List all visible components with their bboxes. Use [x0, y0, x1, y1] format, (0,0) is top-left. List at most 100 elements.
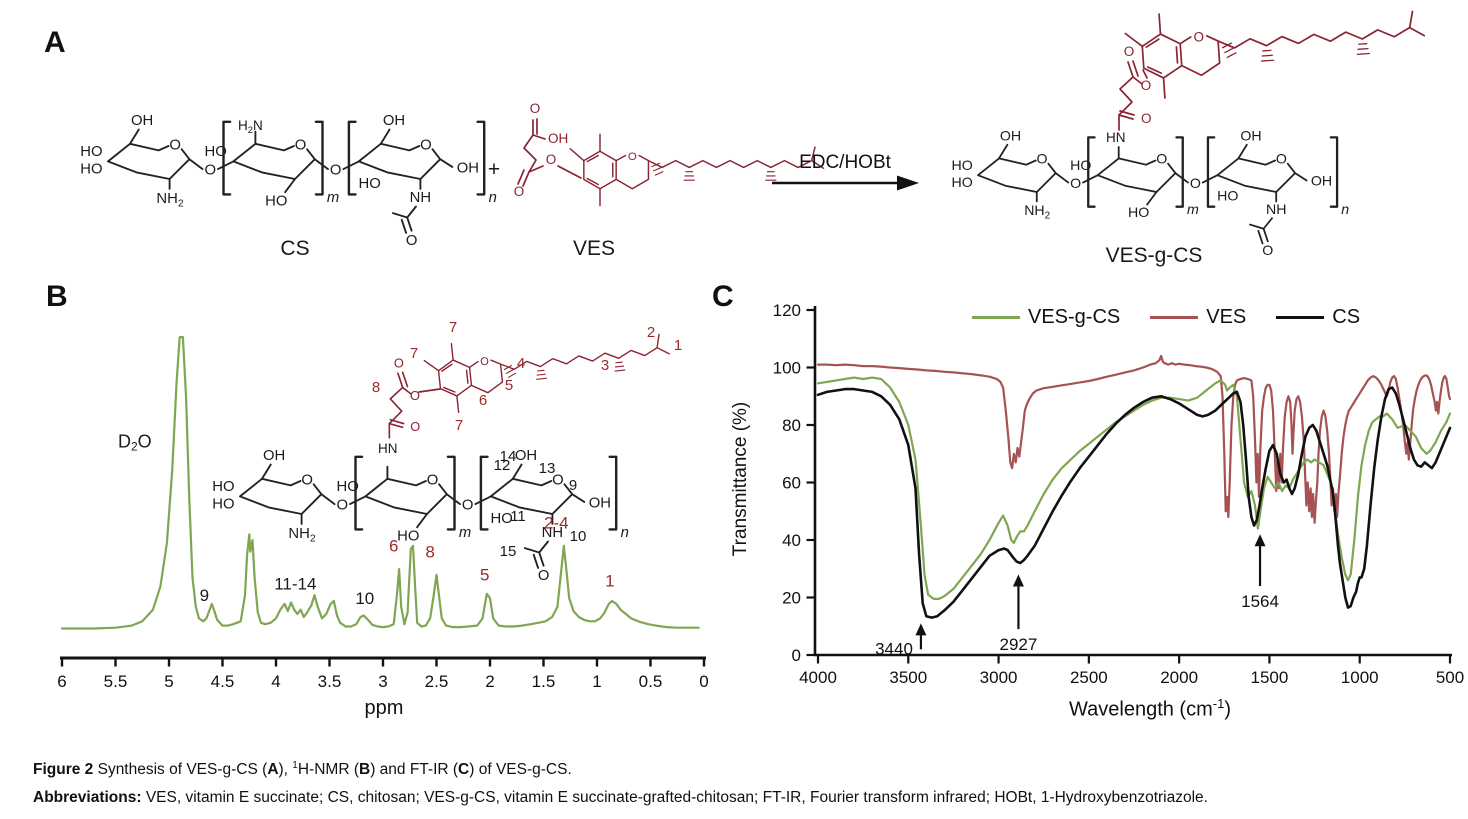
- nmr-peak-label: 9: [200, 586, 209, 605]
- nmr-x-axis-label: ppm: [365, 697, 404, 719]
- ftir-x-tick-label: 1500: [1251, 668, 1289, 687]
- nmr-assignment-number: 5: [505, 377, 513, 394]
- nmr-peak-label: 1: [605, 572, 614, 591]
- nmr-assignment-number: 6: [479, 392, 487, 409]
- plus-sign: +: [488, 158, 500, 181]
- nmr-peak-label: 5: [480, 566, 489, 585]
- nmr-assignment-number: 7: [455, 417, 463, 434]
- arrow-head: [897, 175, 919, 191]
- legend-swatch-cs: [1276, 316, 1325, 319]
- nmr-assignment-number: 4: [517, 355, 525, 372]
- panel-letter-a: A: [44, 26, 66, 59]
- reaction-arrow: EDC/HOBt: [772, 152, 919, 191]
- annotation-arrow-head: [1012, 574, 1024, 587]
- nmr-chart: 6 5.5 5 4.5 4 3.5 3 2.5 2 1.5 1 0.5 0 ppm D2O 9 11-14 10 6…: [57, 336, 709, 719]
- ftir-x-tick-label: 1000: [1341, 668, 1379, 687]
- ftir-legend: VES-g-CS VES CS: [972, 306, 1360, 329]
- legend-item-ves: VES: [1150, 306, 1246, 329]
- nmr-tick-label: 4: [271, 672, 280, 691]
- legend-label: CS: [1332, 306, 1361, 328]
- nmr-assignment-number: 14: [500, 448, 517, 465]
- acid-oxygen-label: O: [530, 101, 541, 116]
- ftir-curve-ves-g-cs: [816, 376, 1452, 600]
- nmr-peak-label: 6: [389, 537, 398, 556]
- nmr-assignment-number: 8: [372, 379, 380, 396]
- reagent-label: EDC/HOBt: [799, 152, 892, 173]
- product-label: VES-g-CS: [1106, 244, 1203, 267]
- nmr-tick-label: 3: [378, 672, 387, 691]
- cs-label: CS: [280, 237, 309, 260]
- annotation-label: 1564: [1241, 592, 1279, 611]
- panel-letter-b: B: [46, 280, 68, 313]
- ftir-y-tick-label: 120: [773, 301, 801, 320]
- nmr-peak-label: D2O: [118, 431, 152, 453]
- nmr-tick-label: 4.5: [211, 672, 235, 691]
- ftir-y-axis-title: Transmittance (%): [730, 401, 751, 557]
- nmr-assignment-number: 15: [500, 543, 517, 560]
- nmr-assignment-number: 2: [647, 324, 655, 341]
- legend-swatch-ves: [1150, 316, 1199, 319]
- nmr-assignment-number: 7: [410, 345, 418, 362]
- nmr-peak-label: 10: [355, 589, 374, 608]
- annotation-arrow-head: [915, 623, 927, 636]
- legend-item-cs: CS: [1276, 306, 1360, 329]
- legend-label: VES-g-CS: [1028, 306, 1121, 328]
- nmr-peak-label: 11-14: [274, 574, 316, 593]
- nmr-tick-label: 5.5: [104, 672, 128, 691]
- ftir-x-tick-label: 4000: [799, 668, 837, 687]
- nmr-tick-label: 1.5: [532, 672, 556, 691]
- nmr-tick-label: 2: [485, 672, 494, 691]
- amide-label: HN: [378, 441, 398, 456]
- annotation-label: 2927: [1000, 635, 1038, 654]
- ves-structure: O OH O O: [514, 101, 825, 207]
- nmr-assignment-number: 1: [674, 337, 682, 354]
- amine-label: H2N: [238, 118, 263, 136]
- acid-hydroxyl-label: OH: [548, 131, 568, 146]
- nmr-tick-label: 5: [164, 672, 173, 691]
- caption-line-1: Figure 2 Synthesis of VES-g-CS (A), 1H-N…: [33, 760, 572, 779]
- ftir-x-tick-label: 2000: [1160, 668, 1198, 687]
- legend-item-ves-g-cs: VES-g-CS: [972, 306, 1120, 329]
- ftir-x-tick-label: 3500: [889, 668, 927, 687]
- nmr-tick-label: 0: [699, 672, 708, 691]
- product-structure: HN: [952, 0, 1429, 259]
- ftir-y-tick-label: 40: [782, 531, 801, 550]
- ftir-curve-cs: [816, 386, 1452, 619]
- nmr-assignment-number: 3: [601, 357, 609, 374]
- nmr-tick-label: 2.5: [425, 672, 449, 691]
- ves-label: VES: [573, 237, 615, 260]
- legend-swatch-ves-g-cs: [972, 316, 1020, 319]
- nmr-assignment-number: 9: [569, 477, 577, 494]
- panel-letter-c: C: [712, 280, 734, 313]
- nmr-tick-label: 3.5: [318, 672, 342, 691]
- ester-oxygen-label: O: [546, 152, 557, 167]
- ftir-y-tick-label: 0: [792, 646, 801, 665]
- nmr-peak-label: 2-4: [544, 514, 569, 533]
- nmr-tick-label: 1: [592, 672, 601, 691]
- ftir-x-tick-label: 3000: [980, 668, 1018, 687]
- legend-label: VES: [1206, 306, 1247, 328]
- nmr-peak-label: 8: [425, 543, 434, 562]
- ftir-y-tick-label: 20: [782, 589, 801, 608]
- nmr-assignment-number: 11: [510, 508, 526, 525]
- annotation-label: 3440: [875, 639, 913, 658]
- ftir-x-tick-label: 500: [1436, 668, 1464, 687]
- ftir-chart: 0 20 40 60 80 100 120 4000 3500 3000 2500 2000 1500 1…: [773, 301, 1465, 687]
- amide-label: HN: [1106, 130, 1126, 145]
- caption-line-2: Abbreviations: VES, vitamin E succinate;…: [33, 789, 1208, 807]
- cs-structure: H2N: [80, 113, 497, 249]
- nmr-assignment-number: 13: [539, 460, 556, 477]
- carbonyl-oxygen-label: O: [514, 184, 525, 199]
- ftir-x-tick-label: 2500: [1070, 668, 1108, 687]
- ftir-curve-ves: [816, 354, 1452, 524]
- nmr-inset-structure: HN 7 7 7 8 4 5 6 2 3 1 12 13 14 9 11 10 …: [212, 319, 682, 584]
- ftir-y-tick-label: 60: [782, 474, 801, 493]
- figure-caption: Figure 2 Synthesis of VES-g-CS (A), 1H-N…: [33, 752, 1453, 812]
- nmr-assignment-number: 10: [570, 528, 587, 545]
- ftir-y-tick-label: 100: [773, 359, 801, 378]
- panel-a-scheme: H2N CS + O OH O O VES EDC/HOBt: [80, 0, 1429, 267]
- annotation-arrow-head: [1254, 534, 1266, 547]
- ftir-axes: [813, 306, 1452, 657]
- ftir-y-tick-label: 80: [782, 416, 801, 435]
